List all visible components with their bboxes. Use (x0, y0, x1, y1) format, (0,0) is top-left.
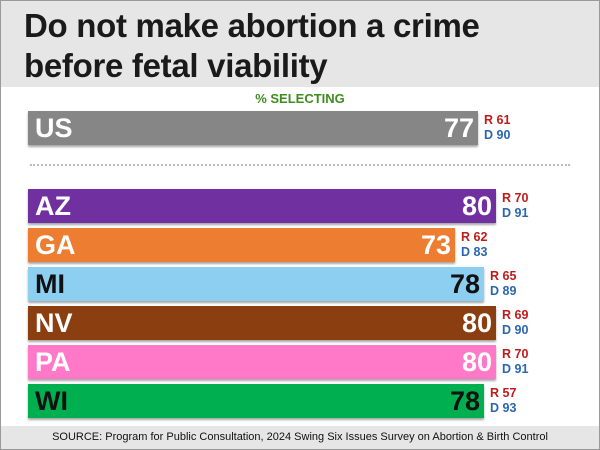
us-divider (30, 164, 570, 166)
bar-nv: NV 80 (28, 306, 496, 340)
bar-category-label: NV (35, 308, 73, 338)
bar-ga: GA 73 (28, 228, 455, 262)
republican-value-label: R 65 (490, 269, 517, 283)
bar-category-label: MI (35, 269, 65, 299)
bar-category-label: US (35, 113, 73, 143)
footer-band (1, 426, 599, 449)
bar-value-label: 77 (443, 113, 474, 143)
bar-category-label: AZ (35, 191, 71, 221)
title-band (1, 1, 599, 87)
democrat-value-label: D 89 (490, 284, 517, 298)
democrat-value-label: D 91 (502, 206, 529, 220)
bar-pa: PA 80 (28, 345, 496, 379)
chart-title: Do not make abortion a crime before feta… (24, 7, 480, 84)
bar-us: US 77 (28, 111, 478, 145)
bar-category-label: GA (35, 230, 76, 260)
democrat-value-label: D 83 (461, 245, 488, 259)
republican-value-label: R 69 (502, 308, 529, 322)
republican-value-label: R 70 (502, 347, 529, 361)
source-note: SOURCE: Program for Public Consultation,… (52, 431, 548, 443)
bar-value-label: 78 (449, 269, 480, 299)
chart-subtitle: % SELECTING (255, 91, 345, 106)
bar-category-label: PA (35, 347, 71, 377)
democrat-value-label: D 91 (502, 362, 529, 376)
bar-mi: MI 78 (28, 267, 484, 301)
democrat-value-label: D 93 (490, 401, 517, 415)
republican-value-label: R 61 (484, 113, 511, 127)
bar-wi: WI 78 (28, 384, 484, 418)
bar-value-label: 73 (420, 230, 451, 260)
democrat-value-label: D 90 (484, 128, 511, 142)
republican-value-label: R 62 (461, 230, 488, 244)
bar-value-label: 80 (461, 347, 492, 377)
bar-az: AZ 80 (28, 189, 496, 223)
democrat-value-label: D 90 (502, 323, 529, 337)
republican-value-label: R 70 (502, 191, 529, 205)
bar-category-label: WI (35, 386, 68, 416)
bar-value-label: 80 (461, 191, 492, 221)
bar-value-label: 78 (449, 386, 480, 416)
republican-value-label: R 57 (490, 386, 517, 400)
bar-value-label: 80 (461, 308, 492, 338)
